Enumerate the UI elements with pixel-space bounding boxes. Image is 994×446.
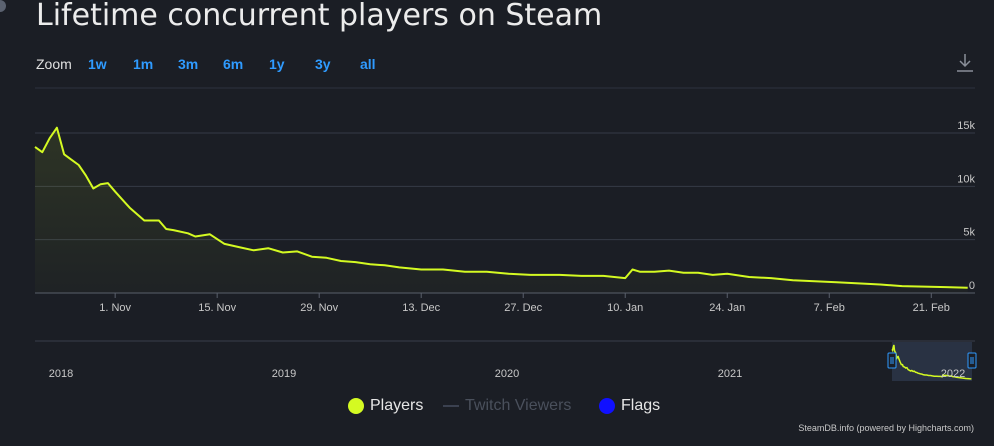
x-tick-label: 10. Jan <box>607 302 643 314</box>
x-tick-label: 29. Nov <box>300 302 338 314</box>
y-tick-label: 15k <box>957 120 975 132</box>
navigator-series-line <box>891 344 972 380</box>
x-tick-label: 27. Dec <box>504 302 542 314</box>
navigator-year-label: 2018 <box>49 368 73 380</box>
credits[interactable]: SteamDB.info (powered by Highcharts.com) <box>798 423 974 433</box>
zoom-6m-button[interactable]: 6m <box>223 56 244 72</box>
page-title: Lifetime concurrent players on Steam <box>36 0 603 33</box>
legend-label-players: Players <box>370 397 424 414</box>
y-tick-label: 10k <box>957 173 975 185</box>
flags-legend-dot-icon <box>599 398 615 414</box>
players-area <box>35 127 968 293</box>
x-tick-label: 15. Nov <box>198 302 236 314</box>
legend: Players Twitch Viewers Flags <box>0 397 994 419</box>
twitch-legend-line-icon <box>443 405 459 407</box>
zoom-3m-button[interactable]: 3m <box>178 56 199 72</box>
zoom-label: Zoom <box>36 56 72 72</box>
navigator-left-handle[interactable] <box>887 352 897 369</box>
legend-item-twitch-viewers[interactable]: Twitch Viewers <box>443 397 571 415</box>
download-icon[interactable] <box>956 53 974 73</box>
zoom-3y-button[interactable]: 3y <box>315 56 331 72</box>
zoom-all-button[interactable]: all <box>360 56 376 72</box>
x-tick-label: 1. Nov <box>99 302 131 314</box>
y-tick-label: 5k <box>963 227 975 239</box>
gridlines <box>35 132 975 241</box>
players-legend-dot-icon <box>348 398 364 414</box>
navigator-right-handle[interactable] <box>967 352 977 369</box>
x-tick-label: 24. Jan <box>709 302 745 314</box>
navigator: 2018 2019 2020 2021 2022 <box>35 340 977 381</box>
x-axis-ticks: 1. Nov 15. Nov 29. Nov 13. Dec 27. Dec 10. Ja… <box>99 293 950 314</box>
y-tick-label: 0 <box>969 280 975 292</box>
navigator-year-label: 2020 <box>495 368 519 380</box>
players-series-line <box>34 126 968 289</box>
navigator-selection[interactable] <box>892 342 972 381</box>
corner-dot <box>0 0 6 12</box>
legend-item-flags[interactable]: Flags <box>599 397 660 415</box>
navigator-year-label: 2019 <box>272 368 296 380</box>
legend-label-twitch-viewers: Twitch Viewers <box>465 397 572 414</box>
legend-label-flags: Flags <box>621 397 661 414</box>
y-axis-ticks: 0 5k 10k 15k <box>957 120 975 292</box>
zoom-1m-button[interactable]: 1m <box>133 56 154 72</box>
navigator-years: 2018 2019 2020 2021 2022 <box>49 368 965 380</box>
navigator-year-label: 2021 <box>718 368 742 380</box>
zoom-1w-button[interactable]: 1w <box>88 56 107 72</box>
x-tick-label: 13. Dec <box>402 302 440 314</box>
zoom-1y-button[interactable]: 1y <box>269 56 285 72</box>
x-tick-label: 7. Feb <box>814 302 845 314</box>
x-tick-label: 21. Feb <box>913 302 950 314</box>
navigator-year-label: 2022 <box>941 368 965 380</box>
legend-item-players[interactable]: Players <box>348 397 423 415</box>
